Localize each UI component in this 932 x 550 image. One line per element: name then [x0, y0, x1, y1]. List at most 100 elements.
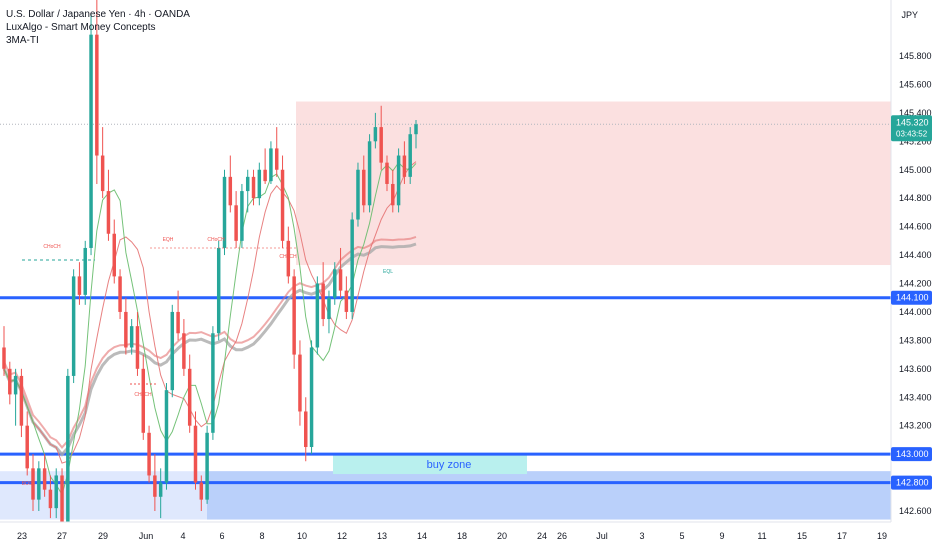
candle[interactable] [112, 233, 116, 277]
candle[interactable] [245, 176, 250, 192]
candle[interactable] [263, 169, 267, 182]
candle[interactable] [396, 155, 401, 206]
y-tick-label: 143.200 [899, 421, 932, 431]
candle[interactable] [153, 475, 157, 497]
candle[interactable] [211, 333, 215, 433]
candle[interactable] [170, 311, 175, 391]
candle[interactable] [234, 205, 238, 241]
candle[interactable] [286, 240, 291, 277]
candle[interactable] [362, 169, 366, 206]
candle[interactable] [269, 148, 273, 182]
candles-layer [2, 0, 418, 533]
x-tick-label: 13 [377, 531, 387, 541]
candle[interactable] [31, 468, 35, 500]
candle[interactable] [100, 155, 105, 192]
candle[interactable] [321, 283, 325, 320]
candle[interactable] [373, 127, 378, 142]
candle[interactable] [13, 375, 18, 395]
candle[interactable] [164, 390, 169, 483]
candle[interactable] [350, 219, 354, 312]
y-tick-label: 143.600 [899, 364, 932, 374]
candle[interactable] [42, 468, 47, 490]
candle[interactable] [408, 134, 412, 177]
x-tick-label: 23 [17, 531, 27, 541]
indicator-3ma[interactable]: 3MA-TI [6, 35, 39, 46]
candle[interactable] [216, 247, 221, 334]
x-tick-label: 19 [877, 531, 887, 541]
ma-red-line [3, 235, 417, 449]
candle[interactable] [129, 326, 134, 348]
candle[interactable] [54, 475, 58, 509]
indicator-smc[interactable]: LuxAlgo - Smart Money Concepts [6, 22, 156, 33]
candle[interactable] [135, 326, 140, 369]
symbol-title[interactable]: U.S. Dollar / Japanese Yen · 4h · OANDA [6, 9, 190, 20]
x-tick-label: 14 [417, 531, 427, 541]
candle[interactable] [280, 169, 285, 241]
candle[interactable] [298, 354, 302, 412]
candle[interactable] [37, 468, 41, 500]
price-axis[interactable]: 142.600 142.800 143.000 143.200 143.400 143.6… [890, 0, 932, 550]
candle[interactable] [8, 368, 12, 395]
candle[interactable] [379, 127, 383, 163]
candle[interactable] [124, 311, 128, 348]
candle[interactable] [228, 176, 233, 206]
candle[interactable] [193, 425, 198, 483]
countdown-label: 03:43:52 [896, 129, 928, 138]
demand-zone-core [207, 471, 891, 520]
candle[interactable] [25, 425, 29, 469]
smc-label: EQL [383, 269, 393, 275]
candle[interactable] [367, 141, 372, 206]
smc-label: CHoCH [279, 254, 297, 260]
candle[interactable] [95, 34, 99, 156]
x-tick-label: 29 [98, 531, 108, 541]
candle[interactable] [222, 176, 227, 248]
price-badge [891, 447, 932, 462]
candle[interactable] [2, 347, 6, 369]
candle[interactable] [147, 432, 151, 476]
candle[interactable] [304, 411, 308, 448]
candle[interactable] [141, 368, 146, 433]
candle[interactable] [158, 482, 163, 497]
candle[interactable] [66, 375, 70, 526]
candle[interactable] [385, 162, 389, 184]
candle[interactable] [71, 276, 76, 376]
candle[interactable] [333, 269, 337, 298]
candle[interactable] [327, 297, 331, 320]
candle[interactable] [187, 368, 192, 426]
currency-label[interactable]: JPY [901, 10, 918, 20]
candle[interactable] [251, 176, 256, 199]
candle[interactable] [292, 276, 296, 355]
candle[interactable] [240, 191, 244, 241]
time-axis[interactable]: 23 27 29 Jun 4 6 8 10 12 13 14 18 20 24 26 Jul 3 5 9 11 15 17… [0, 521, 932, 550]
candle[interactable] [48, 489, 53, 509]
x-tick-label: 24 [537, 531, 547, 541]
candle[interactable] [83, 247, 87, 295]
y-tick-label: 145.200 [899, 136, 932, 146]
candle[interactable] [106, 191, 111, 234]
candle[interactable] [89, 34, 93, 248]
candle[interactable] [274, 148, 279, 170]
ma-fast-red-line [3, 161, 417, 464]
candle[interactable] [176, 311, 180, 334]
candle[interactable] [309, 347, 314, 448]
x-tick-label: 12 [337, 531, 347, 541]
y-tick-label: 144.600 [899, 222, 932, 232]
candle[interactable] [338, 269, 343, 291]
candle[interactable] [402, 155, 407, 177]
price-badge-label: 142.800 [896, 478, 929, 488]
candle[interactable] [344, 290, 349, 312]
candle[interactable] [77, 276, 82, 295]
candle[interactable] [182, 333, 186, 369]
candle[interactable] [205, 432, 209, 500]
x-tick-label: 4 [180, 531, 185, 541]
candle[interactable] [391, 183, 395, 206]
candle[interactable] [199, 482, 204, 500]
candle[interactable] [414, 124, 418, 135]
candle[interactable] [356, 169, 360, 220]
candle[interactable] [257, 169, 262, 199]
candle[interactable] [19, 375, 24, 426]
candle[interactable] [118, 276, 122, 312]
candle[interactable] [60, 475, 64, 526]
candle[interactable] [315, 283, 320, 348]
